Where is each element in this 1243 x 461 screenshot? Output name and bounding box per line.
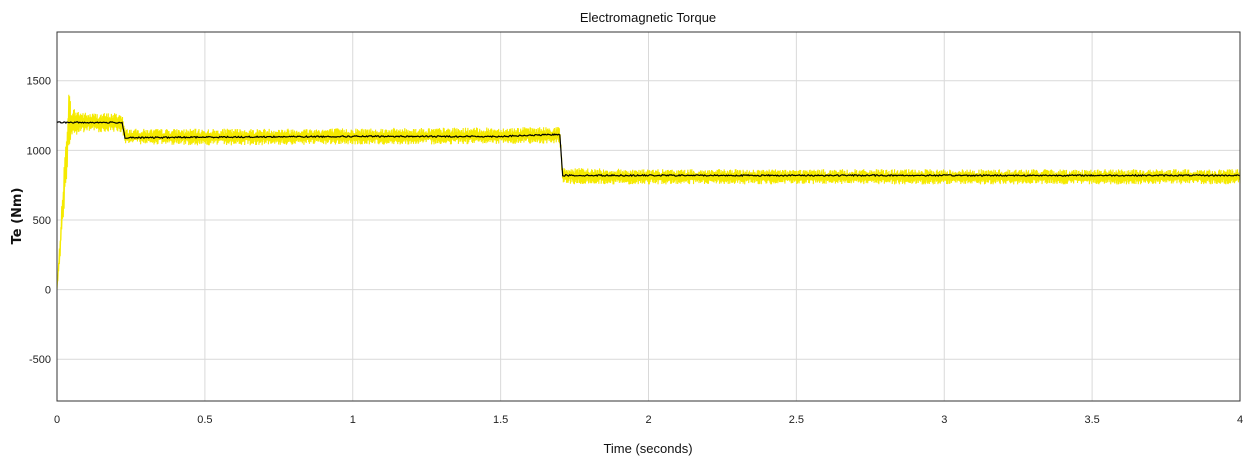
x-tick-label: 2.5 — [789, 414, 804, 426]
y-tick-label: 1000 — [27, 145, 51, 157]
chart-title: Electromagnetic Torque — [580, 10, 716, 25]
plot-frame — [56, 31, 1241, 402]
x-tick-label: 0.5 — [197, 414, 212, 426]
x-tick-label: 3 — [941, 414, 947, 426]
x-tick-label: 1 — [350, 414, 356, 426]
x-tick-labels: 0 0.5 1 1.5 2 2.5 3 3.5 4 — [54, 414, 1243, 426]
y-tick-labels: -500 0 500 1000 1500 — [27, 76, 51, 366]
x-tick-label: 0 — [54, 414, 60, 426]
y-tick-label: -500 — [29, 354, 51, 366]
x-tick-label: 1.5 — [493, 414, 508, 426]
series-0-line — [56, 94, 1241, 290]
series-layer — [56, 94, 1241, 290]
x-tick-label: 3.5 — [1084, 414, 1099, 426]
y-tick-label: 0 — [45, 285, 51, 297]
x-axis-label: Time (seconds) — [603, 441, 692, 456]
y-axis-label: Te (Nm) — [10, 188, 25, 245]
y-tick-label: 500 — [33, 215, 51, 227]
x-tick-label: 4 — [1237, 414, 1243, 426]
y-tick-label: 1500 — [27, 76, 51, 88]
series-1-line — [56, 121, 1241, 178]
x-tick-label: 2 — [645, 414, 651, 426]
